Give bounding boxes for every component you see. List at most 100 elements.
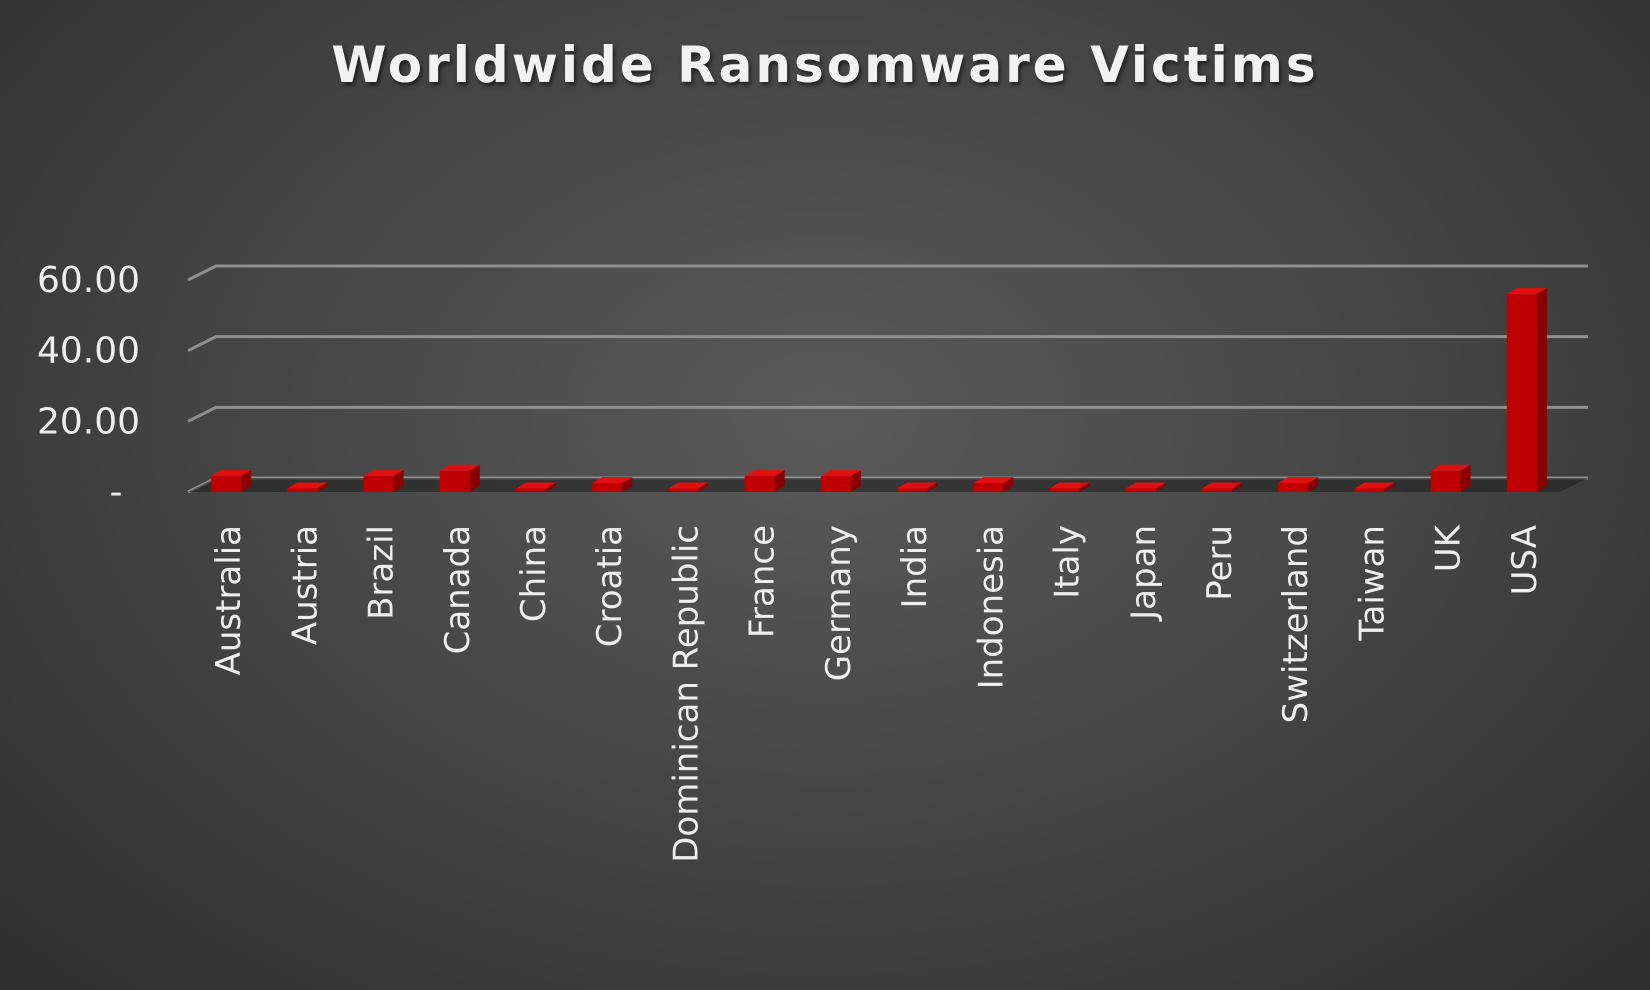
- bar: [1430, 464, 1471, 492]
- bar-top: [516, 482, 556, 489]
- bar-side: [241, 470, 252, 492]
- x-axis-ticks: Australia Austria Brazil Canada China Croatia…: [209, 523, 1545, 862]
- x-tick-label: Italy: [1048, 525, 1088, 599]
- bar-front: [363, 476, 394, 492]
- bar-front: [592, 483, 623, 492]
- bar: [287, 482, 328, 492]
- bar: [439, 464, 480, 492]
- bar-side: [850, 470, 861, 492]
- y-tick-label: 60.00: [37, 260, 140, 301]
- bar-side: [1308, 477, 1319, 492]
- bar-side: [698, 482, 709, 492]
- bar: [1278, 477, 1319, 492]
- y-tick-label: 20.00: [37, 401, 140, 442]
- bar: [1125, 482, 1166, 492]
- bar-top: [1049, 482, 1090, 489]
- bar-top: [1125, 482, 1166, 489]
- bar: [592, 477, 633, 492]
- x-tick-label: Australia: [209, 525, 249, 675]
- gridline: [187, 264, 1588, 282]
- x-tick-label: Indonesia: [971, 525, 1011, 689]
- bar: [668, 482, 709, 492]
- bar-top: [1278, 477, 1319, 484]
- bar-side: [1003, 477, 1014, 492]
- bar-front: [973, 483, 1004, 492]
- bar-side: [317, 482, 328, 492]
- bar: [897, 482, 938, 492]
- x-tick-label: France: [743, 525, 783, 638]
- bar-side: [1460, 464, 1471, 492]
- x-tick-label: India: [895, 525, 935, 608]
- bar-side: [774, 470, 785, 492]
- x-tick-label: Canada: [438, 525, 478, 654]
- bar-front: [1202, 488, 1232, 492]
- bar: [211, 470, 252, 492]
- bar-top: [1202, 482, 1242, 489]
- bar: [516, 482, 556, 492]
- bar-front: [1278, 483, 1309, 492]
- x-tick-label: Croatia: [590, 525, 630, 647]
- bar-front: [820, 476, 851, 492]
- bar-front: [668, 488, 699, 492]
- x-tick-label: Austria: [285, 525, 325, 645]
- bar-top: [287, 482, 328, 489]
- bar-side: [546, 482, 556, 492]
- bar-side: [1232, 482, 1242, 492]
- bar-front: [516, 488, 546, 492]
- bar: [744, 470, 785, 492]
- bar: [1506, 288, 1547, 492]
- bar-side: [927, 482, 938, 492]
- bar: [1202, 482, 1242, 492]
- bar: [820, 470, 861, 492]
- x-tick-label: Peru: [1200, 525, 1240, 601]
- bar-top: [1430, 464, 1471, 471]
- bar-front: [744, 476, 775, 492]
- bar-top: [1506, 288, 1547, 295]
- y-axis-ticks: - 20.00 40.00 60.00: [37, 260, 140, 513]
- bar-front: [211, 476, 242, 492]
- bar: [973, 477, 1014, 492]
- y-tick-label: -: [110, 472, 123, 513]
- bar-front: [1506, 294, 1537, 492]
- x-tick-label: Taiwan: [1352, 525, 1392, 642]
- x-tick-label: Brazil: [362, 525, 402, 620]
- bar: [363, 470, 404, 492]
- y-tick-label: 40.00: [37, 331, 140, 372]
- grid-layer: [187, 264, 1588, 494]
- bar-top: [211, 470, 252, 477]
- bar-side: [1384, 482, 1395, 492]
- bar: [1049, 482, 1090, 492]
- bar-top: [820, 470, 861, 477]
- gridline: [187, 405, 1588, 423]
- bar-side: [622, 477, 633, 492]
- x-tick-label: Dominican Republic: [666, 525, 706, 863]
- x-tick-label: Switzerland: [1276, 525, 1316, 723]
- bar-front: [1049, 488, 1080, 492]
- bar-top: [439, 464, 480, 471]
- x-tick-label: USA: [1505, 525, 1545, 595]
- bar-front: [1430, 470, 1461, 492]
- bar-front: [897, 488, 928, 492]
- bar: [1354, 482, 1395, 492]
- bar-side: [1155, 482, 1166, 492]
- bar-top: [363, 470, 404, 477]
- bar-top: [668, 482, 709, 489]
- chart-title: Worldwide Ransomware Victims: [331, 36, 1319, 94]
- bar-top: [1354, 482, 1395, 489]
- x-tick-label: Japan: [1124, 525, 1164, 622]
- bar-front: [1354, 488, 1385, 492]
- bar-front: [287, 488, 318, 492]
- x-tick-label: China: [514, 525, 554, 622]
- x-tick-label: UK: [1429, 523, 1469, 572]
- bar-side: [469, 464, 480, 492]
- bar-side: [1536, 288, 1547, 492]
- bar-top: [973, 477, 1014, 484]
- bar-side: [1079, 482, 1090, 492]
- bar-top: [897, 482, 938, 489]
- bar-front: [1125, 488, 1156, 492]
- x-tick-label: Germany: [819, 525, 859, 681]
- bar-front: [439, 470, 470, 492]
- gridline: [187, 335, 1588, 353]
